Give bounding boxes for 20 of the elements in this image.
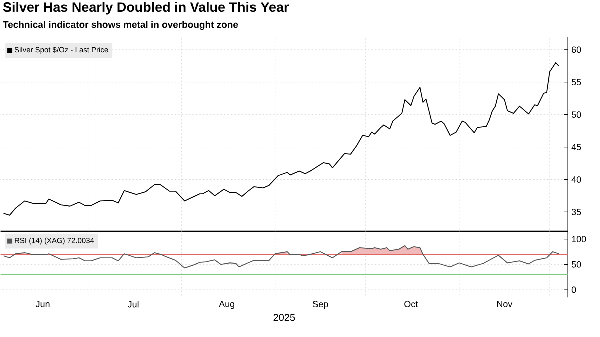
- x-tick-label: Oct: [404, 301, 418, 308]
- chart-subtitle: Technical indicator shows metal in overbought zone: [3, 21, 238, 30]
- y-tick-label: 60: [572, 46, 582, 54]
- x-tick-label: Jul: [128, 301, 139, 308]
- x-tick-label: Sep: [313, 301, 328, 310]
- y-tick-label: 55: [572, 79, 582, 86]
- chart-title: Silver Has Nearly Doubled in Value This Year: [3, 2, 290, 15]
- x-tick-label: Aug: [219, 301, 235, 310]
- y-tick-label: 40: [572, 176, 582, 184]
- y-tick-label: 35: [572, 209, 582, 216]
- y-tick-label: 45: [572, 144, 582, 151]
- line-series: [3, 246, 560, 269]
- x-axis-title: 2025: [274, 314, 296, 322]
- y-tick-label: 50: [572, 112, 582, 118]
- y-tick-label: 100: [572, 236, 586, 243]
- x-tick-label: Jun: [36, 301, 50, 308]
- y-tick-label: 0: [572, 287, 576, 294]
- y-tick-label: 50: [572, 262, 582, 268]
- line-series: [3, 62, 560, 216]
- x-tick-label: Nov: [497, 301, 513, 308]
